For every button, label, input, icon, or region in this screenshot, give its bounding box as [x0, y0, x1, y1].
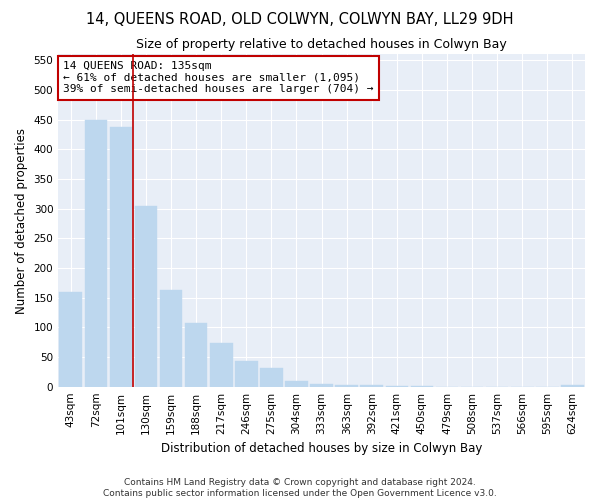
Y-axis label: Number of detached properties: Number of detached properties	[15, 128, 28, 314]
Bar	[134, 206, 157, 386]
Bar	[235, 361, 257, 386]
Bar	[335, 385, 358, 386]
Text: 14 QUEENS ROAD: 135sqm
← 61% of detached houses are smaller (1,095)
39% of semi-: 14 QUEENS ROAD: 135sqm ← 61% of detached…	[64, 61, 374, 94]
Bar	[210, 343, 233, 386]
Title: Size of property relative to detached houses in Colwyn Bay: Size of property relative to detached ho…	[136, 38, 507, 51]
Text: Contains HM Land Registry data © Crown copyright and database right 2024.
Contai: Contains HM Land Registry data © Crown c…	[103, 478, 497, 498]
Bar	[59, 292, 82, 386]
X-axis label: Distribution of detached houses by size in Colwyn Bay: Distribution of detached houses by size …	[161, 442, 482, 455]
Bar	[310, 384, 333, 386]
Bar	[285, 380, 308, 386]
Bar	[85, 120, 107, 386]
Bar	[185, 323, 208, 386]
Bar	[110, 128, 132, 386]
Text: 14, QUEENS ROAD, OLD COLWYN, COLWYN BAY, LL29 9DH: 14, QUEENS ROAD, OLD COLWYN, COLWYN BAY,…	[86, 12, 514, 28]
Bar	[160, 290, 182, 386]
Bar	[260, 368, 283, 386]
